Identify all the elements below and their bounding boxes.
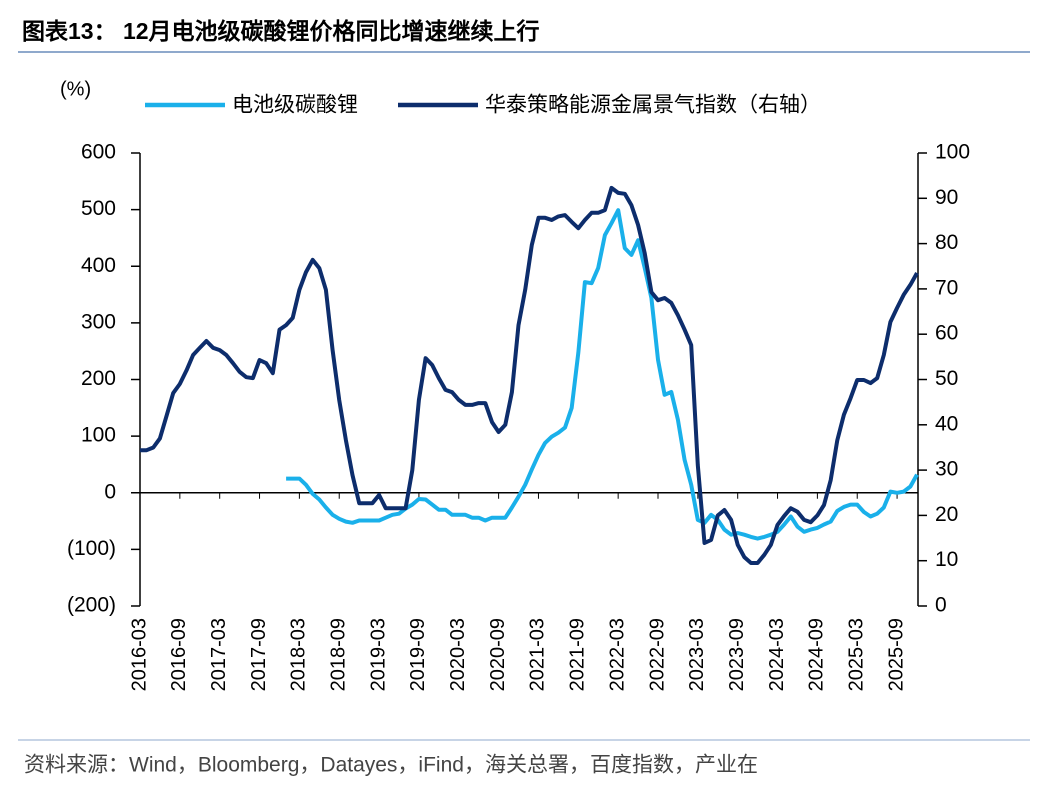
y2-tick-label: 10 xyxy=(935,548,958,571)
x-tick-label: 2019-09 xyxy=(407,618,429,691)
x-tick-label: 2016-03 xyxy=(128,618,150,691)
chart-title: 图表13： 12月电池级碳酸锂价格同比增速继续上行 xyxy=(22,18,540,44)
x-tick-label: 2020-09 xyxy=(487,618,509,691)
series-line xyxy=(140,185,919,565)
legend-label: 华泰策略能源金属景气指数（右轴） xyxy=(485,94,821,117)
x-tick-label: 2018-09 xyxy=(328,618,350,691)
y-tick-label: (100) xyxy=(67,537,116,560)
x-tick-label: 2022-03 xyxy=(606,618,628,691)
y-tick-label: 0 xyxy=(104,480,116,503)
x-tick-label: 2022-09 xyxy=(646,618,668,691)
x-tick-label: 2019-03 xyxy=(367,618,389,691)
y-tick-label: 400 xyxy=(81,254,116,277)
series-line xyxy=(286,208,919,541)
y-tick-label: 200 xyxy=(81,367,116,390)
y2-tick-label: 20 xyxy=(935,503,958,526)
y2-tick-label: 80 xyxy=(935,231,958,254)
y-axis-label: (%) xyxy=(60,78,91,100)
x-tick-label: 2025-09 xyxy=(885,618,907,691)
y2-tick-label: 40 xyxy=(935,412,958,435)
y2-tick-label: 100 xyxy=(935,141,970,164)
x-tick-label: 2017-03 xyxy=(208,618,230,691)
y2-tick-label: 70 xyxy=(935,276,958,299)
y-tick-label: 100 xyxy=(81,424,116,447)
x-tick-label: 2018-03 xyxy=(288,618,310,691)
x-tick-label: 2016-09 xyxy=(168,618,190,691)
y2-tick-label: 0 xyxy=(935,594,947,617)
x-tick-label: 2023-09 xyxy=(726,618,748,691)
source-note: 资料来源：Wind，Bloomberg，Datayes，iFind，海关总署，百… xyxy=(24,754,758,777)
y2-tick-label: 90 xyxy=(935,186,958,209)
x-tick-label: 2017-09 xyxy=(248,618,270,691)
x-tick-label: 2024-03 xyxy=(766,618,788,691)
x-tick-label: 2025-03 xyxy=(846,618,868,691)
legend-label: 电池级碳酸锂 xyxy=(232,94,358,117)
y-tick-label: 600 xyxy=(81,141,116,164)
x-tick-label: 2021-03 xyxy=(527,618,549,691)
y2-tick-label: 30 xyxy=(935,458,958,481)
y-tick-label: 300 xyxy=(81,310,116,333)
x-tick-label: 2020-03 xyxy=(447,618,469,691)
y-tick-label: (200) xyxy=(67,594,116,617)
x-tick-label: 2023-03 xyxy=(686,618,708,691)
y2-tick-label: 60 xyxy=(935,322,958,345)
y2-tick-label: 50 xyxy=(935,367,958,390)
x-tick-label: 2024-09 xyxy=(806,618,828,691)
y-tick-label: 500 xyxy=(81,197,116,220)
x-tick-label: 2021-09 xyxy=(567,618,589,691)
